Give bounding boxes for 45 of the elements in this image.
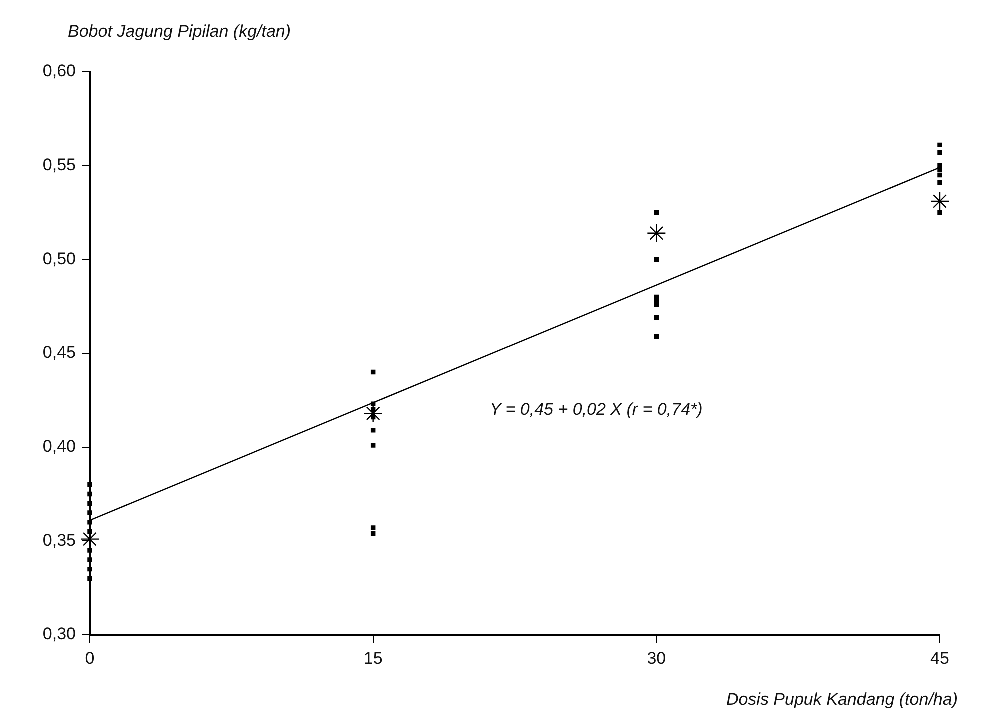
x-tick-label: 15 (364, 648, 383, 668)
point (88, 529, 92, 534)
point (938, 167, 942, 172)
point (654, 334, 660, 339)
y-tick-label: 0,30 (42, 624, 76, 644)
point (938, 172, 942, 178)
y-tick-label: 0,55 (42, 156, 76, 175)
point (88, 566, 92, 572)
point (938, 142, 942, 148)
point (647, 224, 666, 243)
point (930, 192, 950, 212)
point (370, 443, 376, 448)
x-tick-label: 45 (930, 648, 950, 668)
y-tick-label: 0,50 (42, 249, 76, 268)
y-tick-label: 0,45 (42, 343, 76, 362)
point (370, 526, 376, 530)
point (88, 510, 92, 516)
y-tick-label: 0,35 (42, 530, 76, 550)
point (88, 501, 92, 506)
point (370, 370, 376, 375)
point (88, 482, 92, 488)
point (654, 210, 660, 216)
point (654, 302, 660, 308)
x-axis-title: Dosis Pupuk Kandang (ton/ha) (726, 690, 958, 710)
point (370, 428, 376, 433)
point (88, 492, 92, 497)
x-tick-label: 0 (85, 648, 95, 668)
y-axis-title: Bobot Jagung Pipilan (kg/tan) (68, 22, 292, 42)
point (88, 520, 92, 525)
point (938, 180, 942, 186)
y-tick-label: 0,60 (42, 62, 76, 81)
y-tick-label: 0,40 (42, 437, 76, 456)
x-tick-label: 30 (647, 648, 666, 668)
point (938, 210, 942, 216)
point (938, 150, 942, 156)
point (654, 257, 660, 262)
point (654, 315, 660, 320)
point (370, 531, 376, 536)
point (88, 576, 92, 582)
point (370, 407, 376, 412)
annotation: Y = 0,45 + 0,02 X (r = 0,74*) (490, 400, 703, 420)
point (88, 548, 92, 553)
point (370, 414, 376, 420)
point (370, 402, 376, 407)
point (88, 558, 92, 562)
